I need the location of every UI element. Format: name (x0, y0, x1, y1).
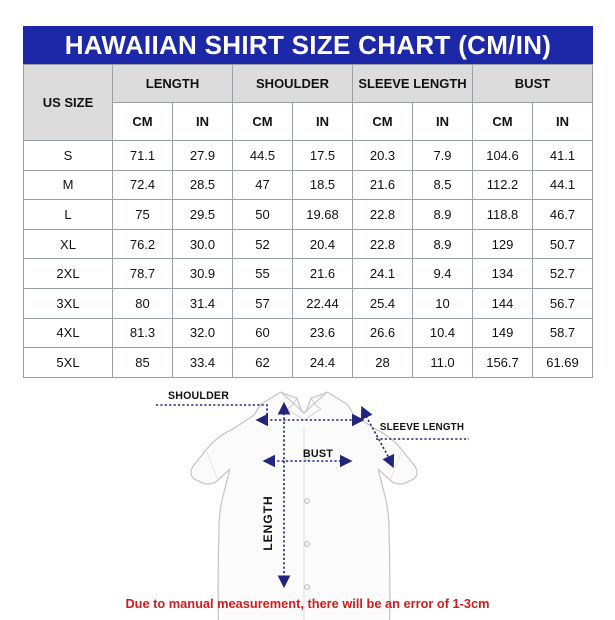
svg-text:BUST: BUST (303, 448, 333, 460)
svg-text:LENGTH: LENGTH (261, 495, 275, 550)
svg-text:SHOULDER: SHOULDER (168, 390, 229, 402)
svg-text:SLEEVE LENGTH: SLEEVE LENGTH (380, 422, 464, 433)
